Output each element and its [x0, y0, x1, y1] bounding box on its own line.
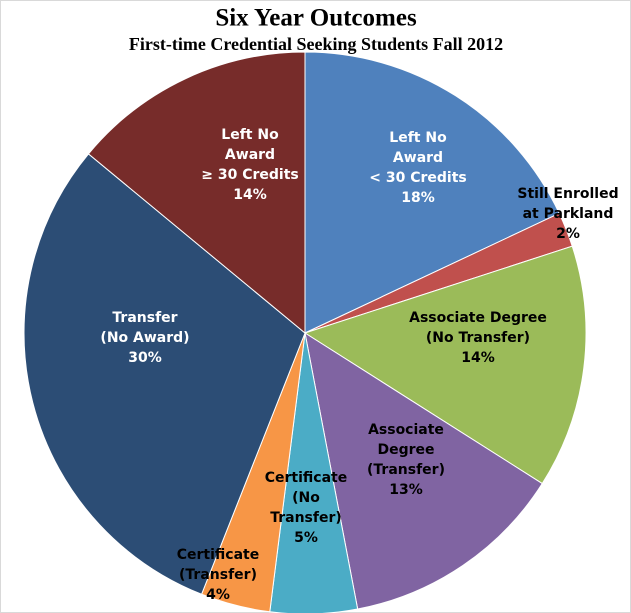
category-label: Left No: [221, 127, 279, 143]
pie-slice: [304, 331, 543, 610]
pie-slice: [303, 245, 587, 485]
slice-label: Associate Degree (No Transfer) 14%: [409, 310, 547, 366]
category-label: Degree: [377, 442, 434, 458]
chart-title: Six Year Outcomes: [215, 5, 417, 32]
category-label: (No Award): [100, 330, 189, 346]
category-label: Certificate: [265, 470, 347, 486]
value-label: 18%: [401, 190, 435, 206]
pie-slice: [23, 153, 306, 595]
category-label: Certificate: [177, 547, 259, 563]
category-label: (No: [292, 490, 320, 506]
value-label: 4%: [206, 587, 230, 603]
category-label: Left No: [389, 130, 447, 146]
category-label: (Transfer): [179, 567, 257, 583]
category-label: Associate Degree: [409, 310, 547, 326]
slice-label: Left No Award < 30 Credits 18%: [369, 130, 466, 206]
category-label: < 30 Credits: [369, 170, 466, 186]
value-label: 30%: [128, 350, 162, 366]
category-label: Still Enrolled: [517, 186, 618, 202]
value-label: 13%: [389, 482, 423, 498]
category-label: (Transfer): [367, 462, 445, 478]
value-label: 5%: [294, 530, 318, 546]
chart-subtitle: First-time Credential Seeking Students F…: [129, 34, 503, 54]
category-label: Transfer): [270, 510, 342, 526]
category-label: Transfer: [112, 310, 177, 326]
value-label: 14%: [461, 350, 495, 366]
value-label: 2%: [556, 226, 580, 242]
slice-label: Certificate (No Transfer) 5%: [265, 470, 347, 546]
pie-slice: [87, 51, 306, 335]
category-label: ≥ 30 Credits: [201, 167, 298, 183]
slice-label: Transfer (No Award) 30%: [100, 310, 189, 366]
category-label: Award: [225, 147, 275, 163]
category-label: Associate: [368, 422, 444, 438]
slice-label: Associate Degree (Transfer) 13%: [367, 422, 445, 498]
slice-label: Still Enrolled at Parkland 2%: [517, 186, 618, 242]
category-label: at Parkland: [523, 206, 614, 222]
slice-label: Left No Award ≥ 30 Credits 14%: [201, 127, 298, 203]
category-label: Award: [393, 150, 443, 166]
pie-slice: [304, 51, 560, 334]
slice-label: Certificate (Transfer) 4%: [177, 547, 259, 603]
category-label: (No Transfer): [426, 330, 530, 346]
value-label: 14%: [233, 187, 267, 203]
